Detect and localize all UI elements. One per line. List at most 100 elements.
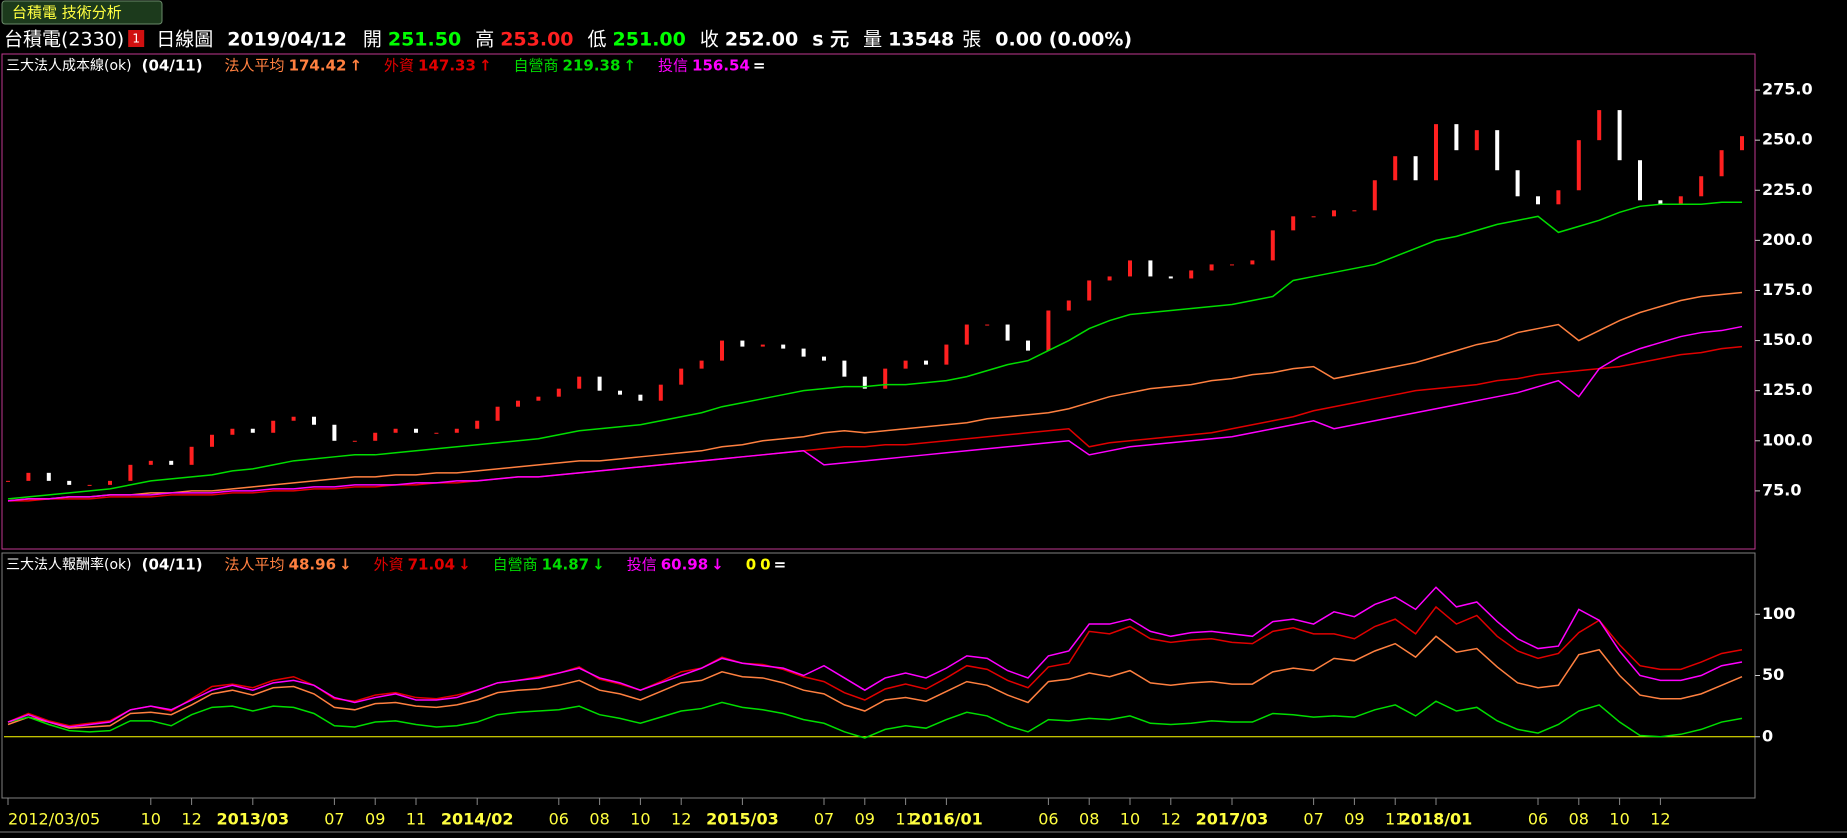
price-candle [679,368,684,385]
field-value: 251.00 [613,29,686,51]
price-candle [1638,160,1642,201]
price-candle [1597,110,1602,141]
x-tick-label: 11 [406,810,426,829]
price-candle [760,344,765,347]
y-tick-label: 125.0 [1762,380,1813,399]
price-candle [332,424,337,441]
price-candle [597,376,602,391]
price-candle [1372,180,1377,211]
unit: s 元 [812,29,849,51]
price-candle [1617,110,1622,161]
y-tick-label: 100.0 [1762,430,1813,449]
series-line [7,201,1742,500]
x-tick-label: 08 [1079,810,1099,829]
price-candle [1678,196,1683,205]
price-candle [1128,260,1132,277]
legend-name: 外資 [374,556,404,574]
y-tick-label: 275.0 [1762,80,1813,99]
x-tick-label: 09 [1344,810,1364,829]
price-candle [1699,176,1704,197]
price-candle [434,432,439,434]
price-candle [1005,324,1010,341]
legend-trend: ↓ [711,556,724,574]
price-candle [883,368,888,389]
price-candle [1148,260,1153,277]
price-candle [903,360,908,369]
price-candle [1474,130,1479,151]
price-candle [1066,300,1071,311]
tab-title[interactable]: 台積電 技術分析 [12,4,122,22]
price-candle [618,390,622,395]
legend-value: 48.96 [289,556,336,574]
x-tick-label: 2016/01 [910,810,983,829]
price-candle [822,356,826,361]
y-tick-label: 175.0 [1762,280,1813,299]
price-candle [985,324,990,326]
x-tick-label: 12 [1650,810,1670,829]
series-line [8,345,1743,502]
price-candle [1168,276,1173,279]
volume: 13548 [888,29,954,51]
price-candle [1576,140,1581,191]
price-candle [1291,216,1296,231]
badge-text: 1 [132,32,140,46]
price-candle [658,384,663,401]
y-tick-label: 225.0 [1762,180,1813,199]
price-candle [1413,156,1418,181]
badge [128,30,145,47]
price-candle [638,394,643,401]
price-candle [6,480,10,482]
series-line [7,605,1743,727]
price-candle [1536,196,1540,205]
legend-name: 外資 [384,57,414,75]
price-candle [108,480,112,485]
legend-name: 自營商 [493,556,538,574]
panel-date: (04/11) [142,57,203,75]
price-candle [1046,310,1051,351]
price-candle [1658,200,1663,205]
x-tick-label: 2014/02 [441,810,514,829]
x-tick-label: 09 [855,810,875,829]
price-candle [312,416,316,425]
price-candle [352,440,357,442]
field-label: 低 [588,29,607,51]
x-tick-label: 2013/03 [216,810,289,829]
price-candle [250,428,255,433]
x-tick-label: 07 [324,810,344,829]
field-label: 開 [363,29,382,51]
panel-date: (04/11) [142,556,203,574]
x-tick-label: 10 [630,810,650,829]
x-tick-label: 07 [1303,810,1323,829]
price-candle [1556,190,1561,205]
tab[interactable] [1,0,163,25]
price-candle [1311,216,1316,218]
price-candle [454,428,459,433]
x-tick-label: 06 [1038,810,1058,829]
price-candle [148,460,153,465]
price-candle [1107,276,1112,281]
panel-title: 三大法人報酬率(ok) [6,556,132,573]
x-tick-label: 11 [895,810,915,829]
price-candle [169,460,174,465]
x-tick-label: 06 [549,810,569,829]
series-line [7,586,1743,728]
y-tick-label: 250.0 [1762,130,1813,149]
price-candle [556,388,561,397]
price-candle [1270,230,1275,261]
series-line [7,291,1743,502]
x-tick-label: 10 [1120,810,1140,829]
x-tick-label: 09 [365,810,385,829]
x-tick-label: 08 [1569,810,1589,829]
change: 0.00 (0.00%) [995,29,1132,51]
legend-trend: ↓ [592,556,605,574]
legend-trend: = [753,57,766,75]
price-candle [1393,156,1398,181]
price-candle [1332,210,1336,217]
field-value: 252.00 [725,29,798,51]
price-candle [740,340,745,347]
series-line [7,700,1743,739]
legend-value: 60.98 [661,556,708,574]
legend-name: 法人平均 [225,57,285,75]
price-candle [1026,340,1030,351]
price-candle [781,344,786,349]
